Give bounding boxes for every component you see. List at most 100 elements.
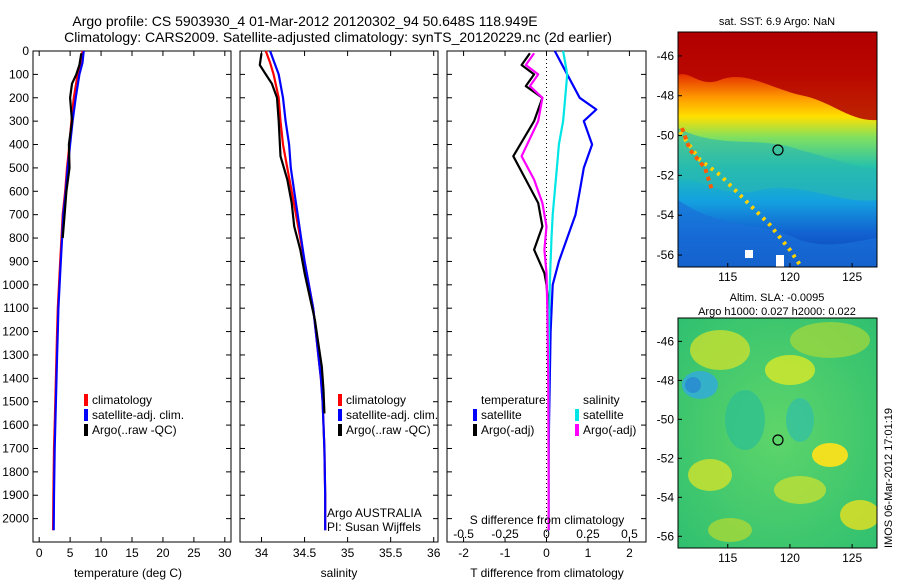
temperature-chart: 0 5 10 15 20 25 300100200300400500600700800900… — [2, 44, 232, 560]
x-tick-label: 1 — [585, 546, 592, 560]
legend-swatch-temp-satellite — [473, 409, 477, 421]
y-tick-label: 500 — [9, 161, 29, 175]
map-y-tick-label: -50 — [657, 129, 675, 143]
legend-swatch-sal-argo — [575, 424, 579, 436]
sla-map-image — [678, 318, 877, 548]
map-x-tick-label: 120 — [780, 270, 800, 284]
sst-profile-marker — [772, 144, 784, 156]
series-line-argoadj — [520, 52, 550, 531]
legend-swatch-sal-satellite — [575, 409, 579, 421]
sla-profile-marker — [772, 434, 784, 446]
salinity-legend: climatology satellite-adj. clim. Argo(..… — [338, 393, 438, 437]
y-tick-label: 1200 — [2, 325, 29, 339]
salinity-xlabel: salinity — [321, 566, 358, 580]
x-tick-label: 0 — [543, 546, 550, 560]
difference-legend: temperature salinity satellite Argo(-adj… — [473, 393, 636, 437]
x-tick-label: 0 — [36, 546, 43, 560]
x-tick-label: 10 — [94, 546, 108, 560]
y-tick-label: 300 — [9, 114, 29, 128]
x-tick-label: 35.5 — [379, 546, 403, 560]
top-x-tick-label: -0.5 — [453, 527, 474, 541]
x-tick-label: 30 — [218, 546, 232, 560]
top-x-tick-label: 0.5 — [621, 527, 638, 541]
legend-swatch-satellite — [84, 409, 88, 421]
legend-swatch-climatology — [84, 394, 88, 406]
argo-annotation-line1: Argo AUSTRALIA — [327, 506, 422, 520]
top-x-tick-label: 0 — [543, 527, 550, 541]
sla-map-title-line2: Argo h1000: 0.027 h2000: 0.022 — [698, 306, 856, 318]
sla-map-axes: 115 120 125 -46 -48 -50 -52 -54 -56 — [657, 334, 863, 565]
sst-map-frame — [677, 31, 878, 268]
y-tick-label: 1800 — [2, 465, 29, 479]
y-tick-label: 100 — [9, 67, 29, 81]
y-tick-label: 1700 — [2, 441, 29, 455]
y-tick-label: 1400 — [2, 371, 29, 385]
x-tick-label: -2 — [458, 546, 469, 560]
series-line-argorawqc — [258, 53, 326, 414]
legend-label-argo: Argo(..raw -QC) — [92, 423, 177, 437]
x-tick-label: -1 — [500, 546, 511, 560]
y-tick-label: 1900 — [2, 488, 29, 502]
legend-title-temperature: temperature — [481, 393, 546, 407]
x-tick-label: 34 — [255, 546, 269, 560]
y-tick-label: 900 — [9, 254, 29, 268]
x-tick-label: 36 — [427, 546, 441, 560]
sla-map-frame — [677, 317, 878, 549]
sla-map-title-line1: Altim. SLA: -0.0095 — [730, 292, 825, 304]
map-y-tick-label: -54 — [657, 208, 675, 222]
y-tick-label: 700 — [9, 208, 29, 222]
legend-label-satellite: satellite-adj. clim. — [92, 408, 184, 422]
x-tick-label: 35 — [341, 546, 355, 560]
y-tick-label: 1300 — [2, 348, 29, 362]
map-y-tick-label: -56 — [657, 529, 675, 543]
legend-title-salinity: salinity — [583, 393, 620, 407]
map-x-tick-label: 125 — [842, 270, 862, 284]
map-y-tick-label: -56 — [657, 248, 675, 262]
figure-title-line2: Climatology: CARS2009. Satellite-adjuste… — [64, 29, 612, 45]
legend-label-argo: Argo(..raw -QC) — [346, 423, 431, 437]
figure-title-line1: Argo profile: CS 5903930_4 01-Mar-2012 2… — [72, 13, 537, 29]
difference-chart: -2 -1 0 1 2 -0.5 -0.25 0 0.25 0.5 — [447, 50, 646, 560]
x-tick-label: 20 — [156, 546, 170, 560]
y-tick-label: 800 — [9, 231, 29, 245]
legend-label-climatology: climatology — [346, 393, 406, 407]
legend-label-sal-satellite: satellite — [583, 408, 624, 422]
legend-label-temp-argo: Argo(-adj) — [481, 423, 534, 437]
map-y-tick-label: -52 — [657, 168, 675, 182]
temperature-xlabel: temperature (deg C) — [74, 566, 182, 580]
legend-swatch-temp-argo — [473, 424, 477, 436]
salinity-chart: 34 34.5 35 35.5 36 — [240, 50, 441, 560]
series-line-argorawqc — [61, 53, 83, 239]
map-y-tick-label: -46 — [657, 334, 675, 348]
map-y-tick-label: -46 — [657, 49, 675, 63]
y-tick-label: 400 — [9, 138, 29, 152]
y-tick-label: 1000 — [2, 278, 29, 292]
temperature-panel-frame — [32, 50, 232, 543]
legend-label-satellite: satellite-adj. clim. — [346, 408, 438, 422]
map-y-tick-label: -50 — [657, 412, 675, 426]
map-y-tick-label: -48 — [657, 89, 675, 103]
y-tick-label: 200 — [9, 91, 29, 105]
top-x-tick-label: -0.25 — [491, 527, 519, 541]
legend-swatch-satellite — [338, 409, 342, 421]
difference-xlabel: T difference from climatology — [470, 566, 624, 580]
x-tick-label: 15 — [125, 546, 139, 560]
top-x-tick-label: 0.25 — [576, 527, 600, 541]
series-line-satelliteadjclim — [52, 50, 85, 531]
y-tick-label: 1100 — [3, 301, 29, 315]
sst-map-image — [678, 32, 877, 267]
map-x-tick-label: 115 — [718, 270, 737, 284]
legend-swatch-climatology — [338, 394, 342, 406]
x-tick-label: 5 — [67, 546, 74, 560]
imos-timestamp-label: IMOS 06-Mar-2012 17:01:19 — [883, 408, 895, 548]
map-y-tick-label: -48 — [657, 373, 675, 387]
y-tick-label: 1500 — [2, 395, 29, 409]
salinity-panel-frame — [239, 50, 439, 543]
map-y-tick-label: -52 — [657, 451, 675, 465]
legend-label-sal-argo: Argo(-adj) — [583, 423, 636, 437]
series-line-satelliteadjclim — [269, 50, 327, 531]
sst-map-axes: 115 120 125 -46 -48 -50 -52 -54 -56 — [657, 49, 863, 284]
x-tick-label: 2 — [626, 546, 633, 560]
legend-swatch-argo — [84, 424, 88, 436]
